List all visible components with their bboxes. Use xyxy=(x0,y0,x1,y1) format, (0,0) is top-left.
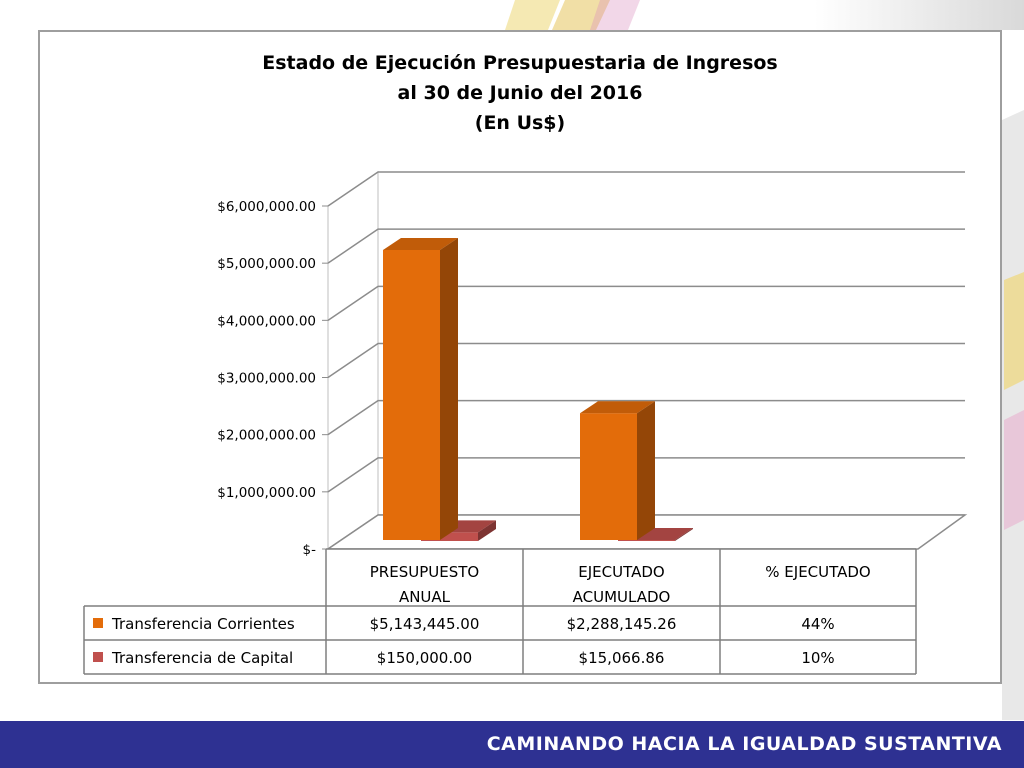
category-label: ACUMULADO xyxy=(573,588,671,606)
category-label: ANUAL xyxy=(399,588,451,606)
bar-transferencia-corrientes-top xyxy=(383,237,458,250)
bar-transferencia-capital-front xyxy=(421,532,478,541)
y-gridline xyxy=(327,285,965,321)
footer-bar: CAMINANDO HACIA LA IGUALDAD SUSTANTIVA xyxy=(0,721,1024,768)
y-tick-label: $- xyxy=(303,542,317,558)
bar-transferencia-corrientes-side xyxy=(440,237,458,540)
category-label: PRESUPUESTO xyxy=(370,563,479,581)
chart-title-line-2: al 30 de Junio del 2016 xyxy=(397,82,643,104)
legend-label: Transferencia Corrientes xyxy=(111,615,295,633)
y-tick-label: $5,000,000.00 xyxy=(217,256,316,272)
bar-transferencia-corrientes-side xyxy=(637,401,655,540)
legend-swatch xyxy=(93,618,103,628)
y-tick-label: $6,000,000.00 xyxy=(217,199,316,215)
bar-transferencia-corrientes-front xyxy=(580,413,637,540)
data-table-value: 44% xyxy=(801,615,834,633)
legend-swatch xyxy=(93,652,103,662)
y-gridline xyxy=(327,228,965,264)
y-gridline xyxy=(327,399,965,436)
bar-transferencia-capital-side xyxy=(478,520,496,541)
bar-transferencia-capital-side xyxy=(675,528,693,541)
data-table-value: $5,143,445.00 xyxy=(370,615,480,633)
data-table-value: $150,000.00 xyxy=(377,649,472,667)
y-tick-label: $2,000,000.00 xyxy=(217,428,316,444)
data-table-value: $2,288,145.26 xyxy=(567,615,677,633)
category-label: EJECUTADO xyxy=(578,563,664,581)
y-gridline xyxy=(327,457,965,493)
bar-transferencia-capital-front xyxy=(618,540,675,541)
y-gridline xyxy=(327,171,965,207)
bar-transferencia-corrientes-top xyxy=(580,401,655,414)
chart-title-line-3: (En Us$) xyxy=(474,112,566,134)
data-table-value: 10% xyxy=(801,649,834,667)
data-table-value: $15,066.86 xyxy=(579,649,665,667)
y-tick-label: $1,000,000.00 xyxy=(217,485,316,501)
data-table-bg xyxy=(326,549,916,674)
y-tick-label: $4,000,000.00 xyxy=(217,313,316,329)
legend-label: Transferencia de Capital xyxy=(111,649,293,667)
y-gridline xyxy=(327,342,965,379)
footer-slogan: CAMINANDO HACIA LA IGUALDAD SUSTANTIVA xyxy=(486,733,1002,755)
chart-title: Estado de Ejecución Presupuestaria de In… xyxy=(38,48,1002,138)
y-tick-label: $3,000,000.00 xyxy=(217,371,316,387)
bar-transferencia-corrientes-front xyxy=(383,249,440,540)
category-label: % EJECUTADO xyxy=(765,563,870,581)
chart-title-line-1: Estado de Ejecución Presupuestaria de In… xyxy=(262,52,778,74)
